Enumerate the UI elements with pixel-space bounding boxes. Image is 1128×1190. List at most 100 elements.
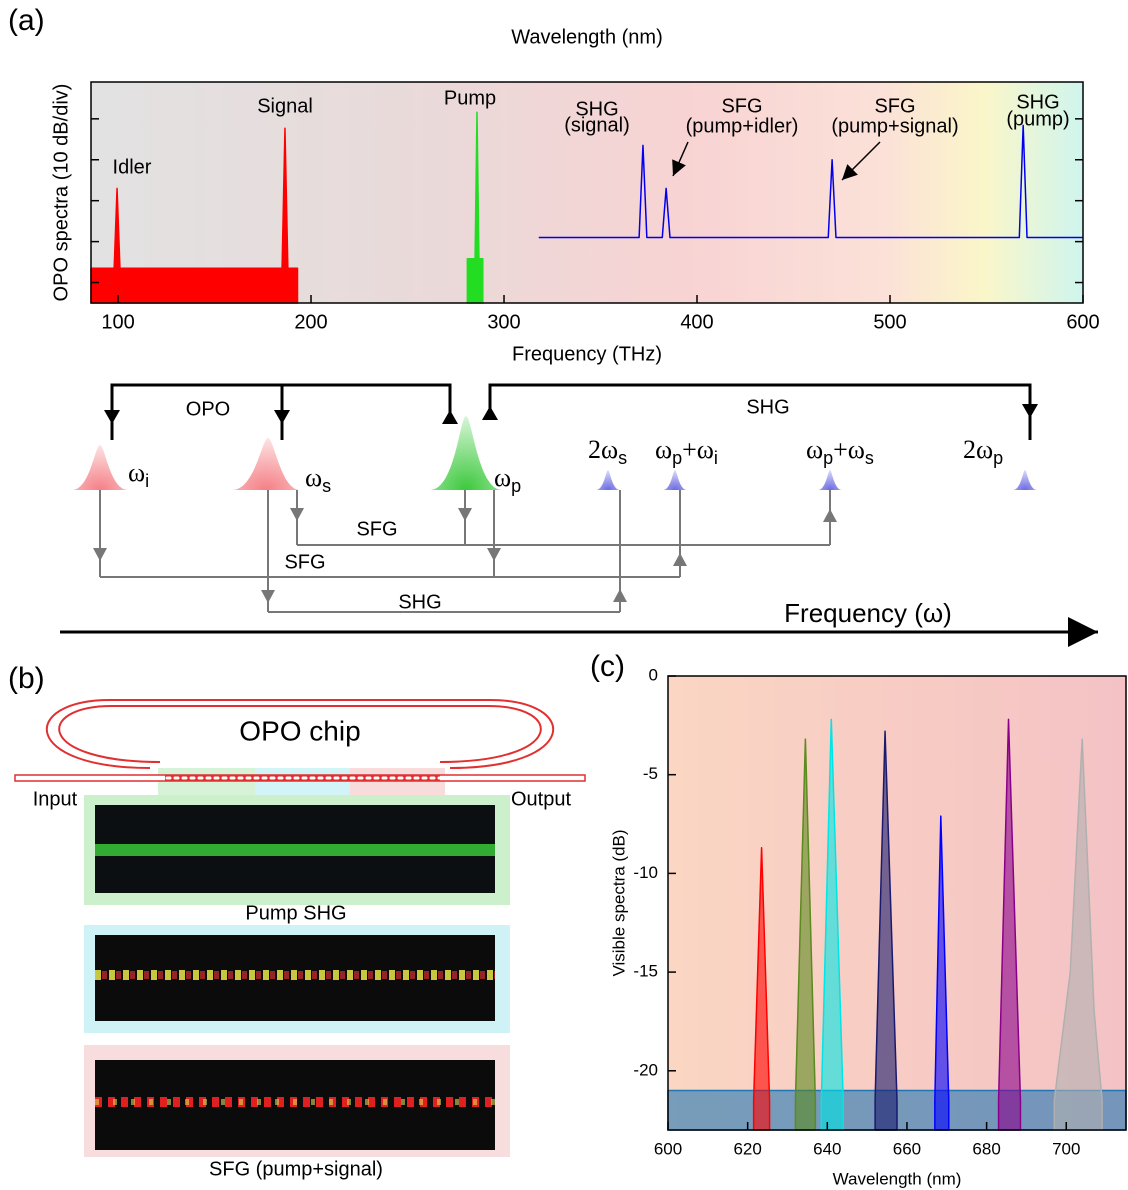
symbol: 2ω xyxy=(963,435,993,464)
panel-label: (c) xyxy=(590,650,625,683)
x-axis-title: Frequency (THz) xyxy=(512,343,662,365)
frequency-label: ωp+ωi xyxy=(655,435,718,468)
chip-label: OPO chip xyxy=(239,715,360,746)
x2-axis-title: Wavelength (nm) xyxy=(511,26,663,48)
label: SFG xyxy=(284,551,325,573)
x-tick-label: 660 xyxy=(893,1139,921,1158)
label: SHG xyxy=(746,396,789,418)
y-tick-label: -15 xyxy=(633,962,658,981)
spectrum-trace xyxy=(997,718,1022,1131)
annotation-arrow xyxy=(841,141,881,181)
pulse xyxy=(430,416,502,490)
panel-label: (b) xyxy=(8,662,45,695)
x-axis-title: Wavelength (nm) xyxy=(833,1169,962,1188)
pulse xyxy=(232,438,300,490)
y-axis-title: Visible spectra (dB) xyxy=(609,829,628,976)
peak-label: Idler xyxy=(113,156,152,178)
panel-b xyxy=(14,699,586,1157)
pulse xyxy=(596,470,620,490)
x-tick-label: 300 xyxy=(487,311,520,333)
symbol: +ω xyxy=(682,435,714,464)
subscript: i xyxy=(714,448,718,468)
label: Input xyxy=(33,788,78,810)
plot-frame xyxy=(667,675,1127,1131)
spectrum-trace xyxy=(874,730,898,1131)
caption: Pump SHG xyxy=(245,902,346,924)
spectrum-trace xyxy=(752,846,771,1131)
x-tick-label: 400 xyxy=(680,311,713,333)
subscript: p xyxy=(993,448,1003,468)
x-tick-label: 700 xyxy=(1052,1139,1080,1158)
panel-label: (a) xyxy=(8,4,45,37)
axis-label: Frequency (ω) xyxy=(784,598,952,628)
subscript: s xyxy=(865,448,874,468)
sfg-lines xyxy=(93,490,837,613)
x-tick-label: 100 xyxy=(101,311,134,333)
pulses xyxy=(72,416,1037,490)
caption: SFG (pump+signal) xyxy=(209,1158,383,1180)
annotation-arrow xyxy=(672,141,689,177)
peak-label: SHG xyxy=(575,98,618,120)
arrowhead xyxy=(104,404,1038,424)
patch xyxy=(255,768,350,796)
label: Output xyxy=(511,788,571,810)
patch xyxy=(350,768,445,796)
schematic xyxy=(104,383,1038,440)
spectrum-trace xyxy=(794,738,817,1131)
subscript: p xyxy=(511,476,521,496)
pulse xyxy=(1013,470,1037,490)
plot-background xyxy=(91,82,1083,303)
x-tick-label: 600 xyxy=(1066,311,1099,333)
symbol: ω xyxy=(655,435,672,464)
symbol: 2ω xyxy=(588,435,618,464)
pulse xyxy=(663,470,687,490)
panel-a: 100200300400500600300015001000750600500F… xyxy=(50,26,1099,365)
x-tick-label: 640 xyxy=(813,1139,841,1158)
label: OPO xyxy=(186,398,230,420)
frequency-label: ωp xyxy=(494,463,521,496)
frequency-label: ωs xyxy=(305,463,331,496)
frequency-label: 2ωp xyxy=(963,435,1003,468)
pulse xyxy=(818,470,842,490)
peak-label: SFG xyxy=(721,95,762,117)
y-tick-label: 0 xyxy=(649,665,658,684)
subscript: s xyxy=(618,448,627,468)
pulse xyxy=(72,445,128,490)
peak-label: Signal xyxy=(257,95,313,117)
peak-label: (pump) xyxy=(1006,108,1069,130)
frequency-label: 2ωs xyxy=(588,435,627,468)
spectrum-trace xyxy=(820,718,844,1131)
spectrum-trace xyxy=(538,124,1083,239)
label: SFG xyxy=(356,518,397,540)
symbol: ω xyxy=(806,435,823,464)
spectrum-trace xyxy=(934,815,950,1131)
label: SHG xyxy=(398,591,441,613)
frequency-label: ωi xyxy=(128,458,149,491)
subscript: p xyxy=(672,448,682,468)
arrowhead xyxy=(442,406,498,424)
y-tick-label: -10 xyxy=(633,863,658,882)
subscript: p xyxy=(823,448,833,468)
patch xyxy=(158,768,255,796)
symbol: ω xyxy=(128,458,145,487)
ring xyxy=(45,699,555,769)
peak-label: (pump+idler) xyxy=(686,115,799,137)
panel-c: 600 620 640 660 680 700 0 -5 -10 -15 -20 Wavelength… xyxy=(609,665,1127,1188)
x-tick-label: 500 xyxy=(873,311,906,333)
x-tick-label: 620 xyxy=(733,1139,761,1158)
plot-background xyxy=(668,676,1126,1130)
peak-label: (pump+signal) xyxy=(831,115,958,137)
peak-label: SHG xyxy=(1016,91,1059,113)
peak-label: (signal) xyxy=(564,114,630,136)
peak-label: SFG xyxy=(874,95,915,117)
frequency-label: ωp+ωs xyxy=(806,435,874,468)
symbol: +ω xyxy=(833,435,865,464)
subscript: s xyxy=(322,476,331,496)
symbol: ω xyxy=(494,463,511,492)
x-tick-label: 200 xyxy=(294,311,327,333)
peak-label: Pump xyxy=(444,87,496,109)
x-tick-label: 600 xyxy=(654,1139,682,1158)
subscript: i xyxy=(145,471,149,491)
